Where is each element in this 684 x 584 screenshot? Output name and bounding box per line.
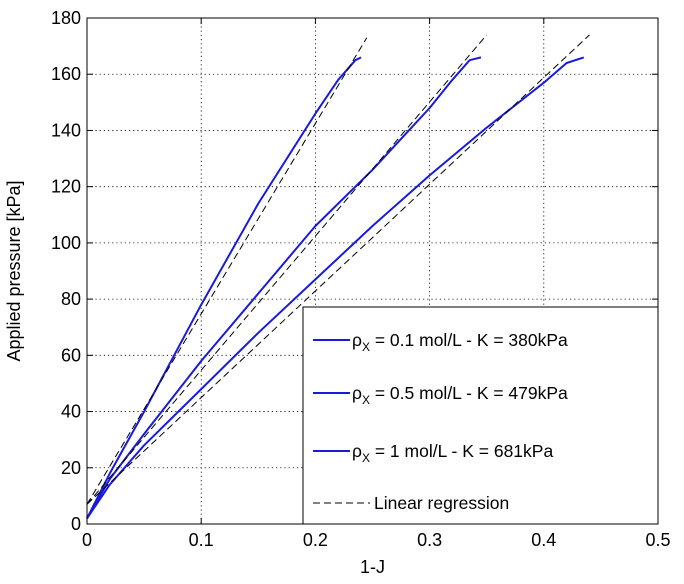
x-tick-label: 0.4	[531, 530, 556, 550]
series-lines	[86, 34, 590, 519]
legend: ρX = 0.1 mol/L - K = 380kPa ρX = 0.5 mol/…	[302, 306, 659, 525]
tick-labels: 0 0.1 0.2 0.3 0.4 0.5 0 20 40 60 80 100 120 140 160 180	[51, 8, 671, 550]
legend-label-3: ρX = 1 mol/L - K = 681kPa	[352, 441, 553, 465]
legend-label-2: ρX = 0.5 mol/L - K = 479kPa	[352, 383, 568, 407]
legend-label-regression: Linear regression	[374, 493, 509, 513]
legend-label-1: ρX = 0.1 mol/L - K = 380kPa	[352, 330, 568, 354]
series-line-3	[86, 56, 585, 519]
x-tick-label: 0.1	[189, 530, 214, 550]
y-tick-label: 100	[51, 233, 81, 253]
x-axis-label: 1-J	[360, 557, 385, 577]
y-tick-label: 120	[51, 177, 81, 197]
y-tick-label: 180	[51, 8, 81, 28]
x-tick-label: 0.2	[303, 530, 328, 550]
x-tick-label: 0.5	[645, 530, 670, 550]
legend-box	[302, 306, 659, 525]
regression-line-2	[86, 34, 488, 505]
y-tick-label: 160	[51, 64, 81, 84]
y-tick-label: 60	[61, 345, 81, 365]
x-tick-label: 0.3	[417, 530, 442, 550]
y-tick-label: 0	[71, 514, 81, 534]
y-tick-label: 140	[51, 120, 81, 140]
y-tick-label: 80	[61, 289, 81, 309]
regression-line-3	[86, 34, 590, 505]
y-tick-label: 20	[61, 458, 81, 478]
x-tick-label: 0	[82, 530, 92, 550]
series-line-2	[86, 56, 482, 519]
y-axis-label: Applied pressure [kPa]	[4, 180, 24, 361]
regression-line-1	[86, 37, 368, 505]
y-tick-label: 40	[61, 402, 81, 422]
